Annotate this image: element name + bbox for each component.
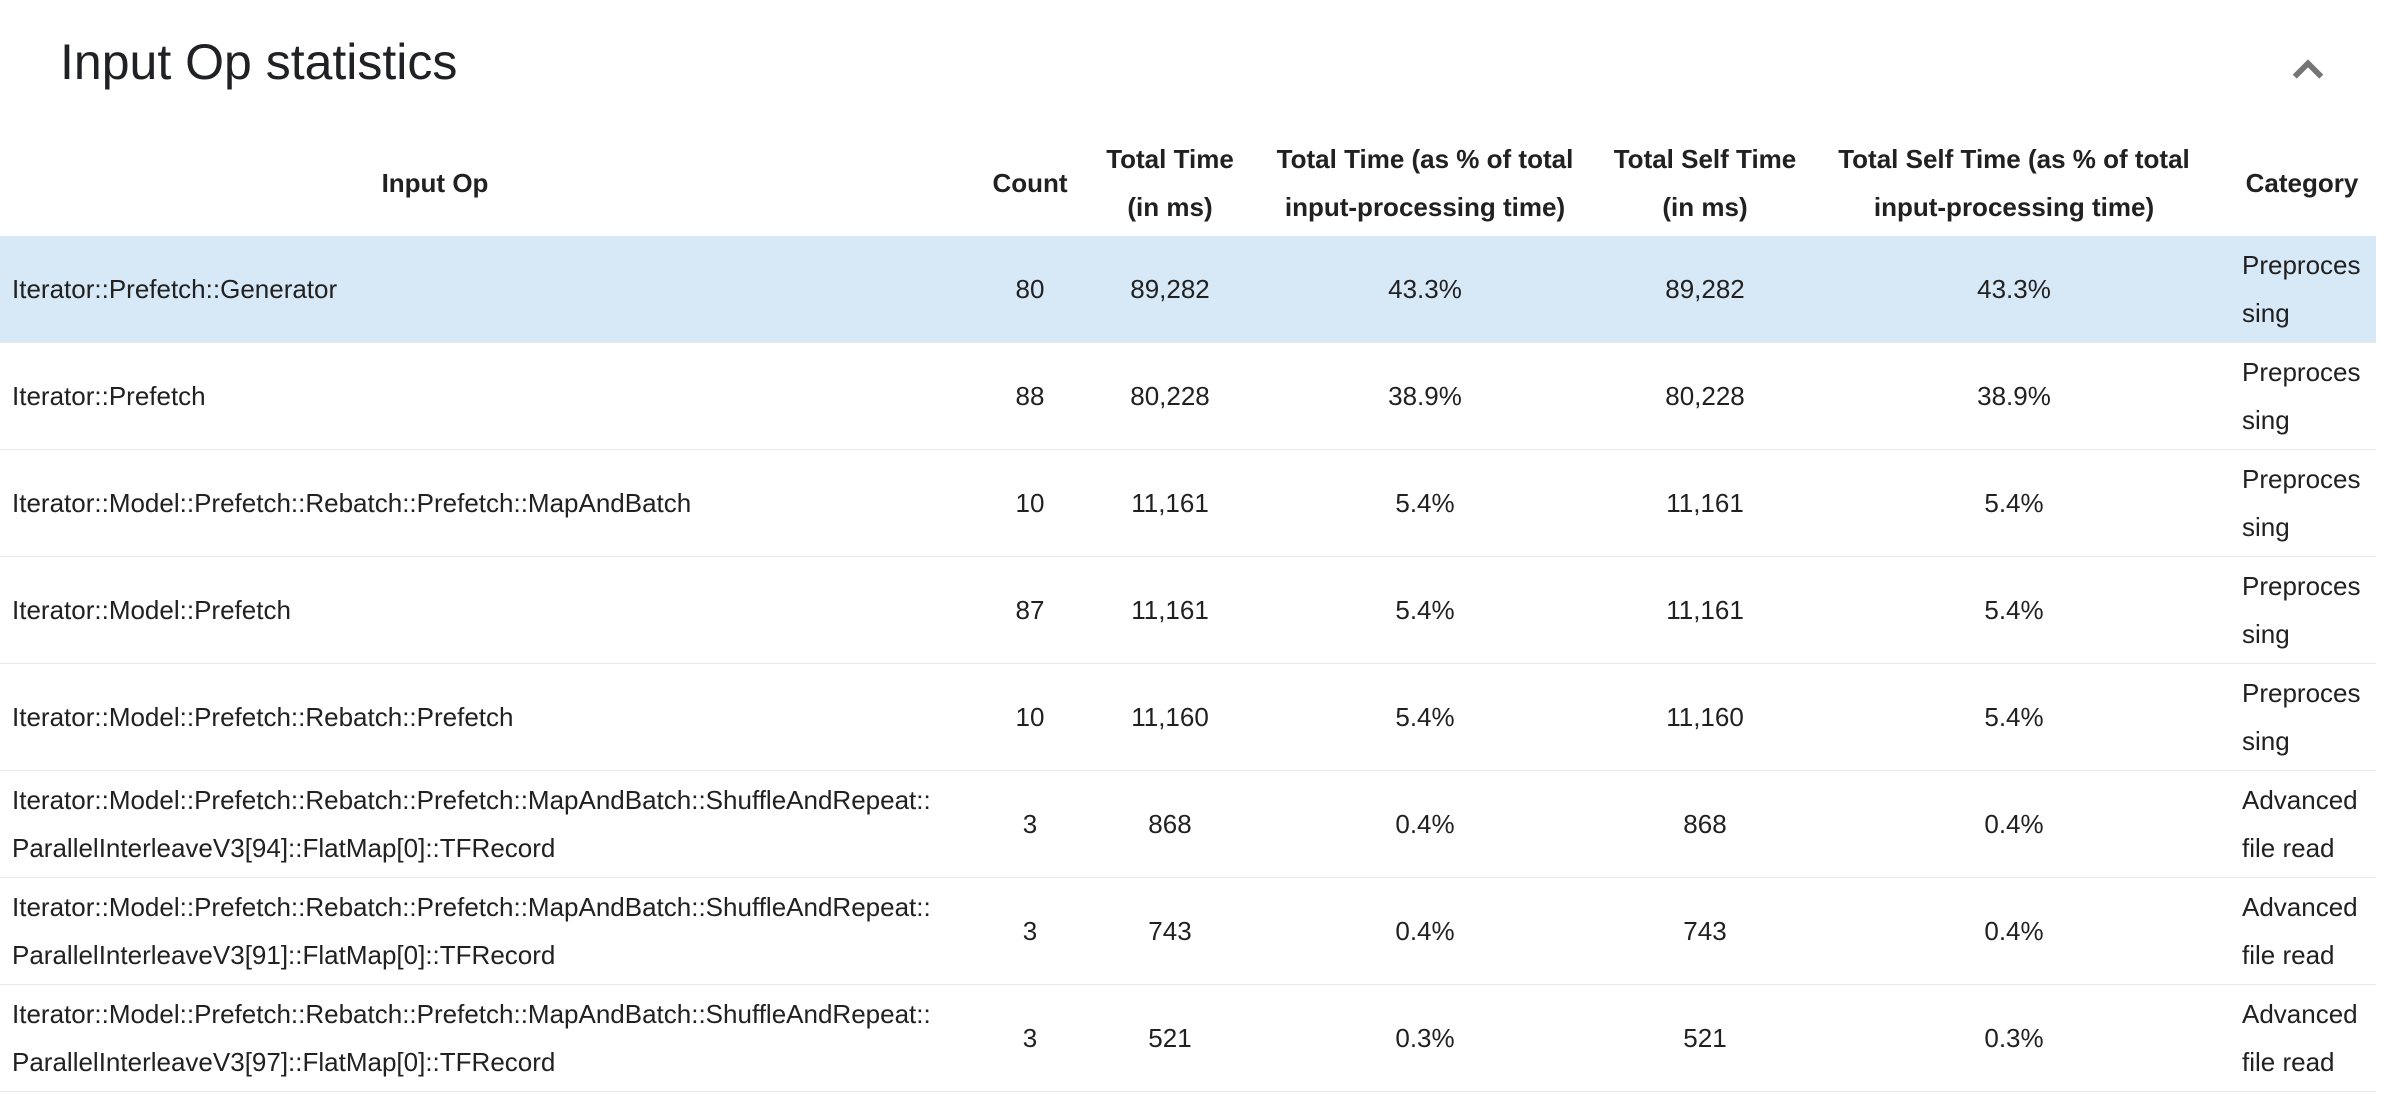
category-cell: Preprocessing [2242,250,2361,328]
total-time-pct-cell: 0.4% [1395,809,1455,839]
input-op-cell: Iterator::Model::Prefetch::Rebatch::Pref… [12,785,931,863]
table-row[interactable]: Iterator::Prefetch::Generator 80 89,282 … [0,236,2376,343]
input-op-table: Input Op Count Total Time (in ms) Total … [0,130,2376,1092]
column-header-input-op: Input Op [381,168,489,198]
category-cell: Advanced file read [2242,785,2358,863]
total-time-pct-cell: 5.4% [1395,488,1455,518]
total-self-time-cell: 868 [1683,809,1727,839]
section-header: Input Op statistics [0,0,2384,130]
total-time-cell: 11,161 [1131,488,1209,518]
total-time-cell: 11,160 [1131,702,1209,732]
count-cell: 3 [1022,916,1038,946]
table-row[interactable]: Iterator::Model::Prefetch 87 11,161 5.4%… [0,557,2376,664]
input-op-cell: Iterator::Model::Prefetch::Rebatch::Pref… [12,999,931,1077]
total-time-cell: 89,282 [1130,274,1210,304]
total-time-pct-cell: 0.3% [1395,1023,1455,1053]
total-time-cell: 521 [1148,1023,1192,1053]
total-self-time-cell: 89,282 [1665,274,1745,304]
total-time-cell: 11,161 [1131,595,1209,625]
total-time-cell: 743 [1148,916,1192,946]
input-op-table-body: Iterator::Prefetch::Generator 80 89,282 … [0,236,2376,1092]
total-time-pct-cell: 5.4% [1395,702,1455,732]
category-cell: Preprocessing [2242,464,2361,542]
total-self-time-pct-cell: 38.9% [1977,381,2051,411]
count-cell: 3 [1022,1023,1038,1053]
column-header-total-time: Total Time (in ms) [1106,144,1234,222]
input-op-cell: Iterator::Model::Prefetch::Rebatch::Pref… [12,702,514,732]
total-self-time-cell: 11,160 [1666,702,1744,732]
category-cell: Preprocessing [2242,571,2361,649]
table-row[interactable]: Iterator::Model::Prefetch::Rebatch::Pref… [0,664,2376,771]
total-time-pct-cell: 0.4% [1395,916,1455,946]
total-self-time-cell: 80,228 [1665,381,1745,411]
collapse-section-button[interactable] [2282,50,2334,90]
category-cell: Advanced file read [2242,892,2358,970]
total-self-time-pct-cell: 5.4% [1984,702,2044,732]
column-header-total-self-time: Total Self Time (in ms) [1613,144,1797,222]
total-time-pct-cell: 38.9% [1388,381,1462,411]
table-row[interactable]: Iterator::Model::Prefetch::Rebatch::Pref… [0,771,2376,878]
total-time-pct-cell: 5.4% [1395,595,1455,625]
table-row[interactable]: Iterator::Model::Prefetch::Rebatch::Pref… [0,878,2376,985]
count-cell: 88 [1015,381,1045,411]
table-row[interactable]: Iterator::Prefetch 88 80,228 38.9% 80,22… [0,343,2376,450]
total-self-time-cell: 11,161 [1666,595,1744,625]
table-header-row: Input Op Count Total Time (in ms) Total … [0,130,2376,236]
input-op-cell: Iterator::Model::Prefetch [12,595,291,625]
category-cell: Advanced file read [2242,999,2358,1077]
category-cell: Preprocessing [2242,357,2361,435]
column-header-category: Category [2245,168,2359,198]
category-cell: Preprocessing [2242,678,2361,756]
count-cell: 87 [1015,595,1045,625]
total-self-time-cell: 11,161 [1666,488,1744,518]
count-cell: 3 [1022,809,1038,839]
table-row[interactable]: Iterator::Model::Prefetch::Rebatch::Pref… [0,985,2376,1092]
table-row[interactable]: Iterator::Model::Prefetch::Rebatch::Pref… [0,450,2376,557]
total-time-cell: 80,228 [1130,381,1210,411]
column-header-total-self-time-pct: Total Self Time (as % of total input-pro… [1838,144,2190,222]
input-op-cell: Iterator::Prefetch::Generator [12,274,338,304]
total-time-pct-cell: 43.3% [1388,274,1462,304]
total-self-time-pct-cell: 0.3% [1984,1023,2044,1053]
total-self-time-pct-cell: 0.4% [1984,916,2044,946]
count-cell: 80 [1015,274,1045,304]
total-time-cell: 868 [1148,809,1192,839]
section-title: Input Op statistics [60,34,458,90]
input-op-cell: Iterator::Model::Prefetch::Rebatch::Pref… [12,892,931,970]
count-cell: 10 [1015,488,1045,518]
total-self-time-pct-cell: 5.4% [1984,595,2044,625]
total-self-time-cell: 521 [1683,1023,1727,1053]
input-op-cell: Iterator::Prefetch [12,381,206,411]
total-self-time-pct-cell: 5.4% [1984,488,2044,518]
total-self-time-cell: 743 [1683,916,1727,946]
total-self-time-pct-cell: 43.3% [1977,274,2051,304]
total-self-time-pct-cell: 0.4% [1984,809,2044,839]
column-header-count: Count [992,168,1068,198]
count-cell: 10 [1015,702,1045,732]
column-header-total-time-pct: Total Time (as % of total input-processi… [1276,144,1574,222]
input-op-cell: Iterator::Model::Prefetch::Rebatch::Pref… [12,488,692,518]
chevron-up-icon [2292,59,2324,79]
